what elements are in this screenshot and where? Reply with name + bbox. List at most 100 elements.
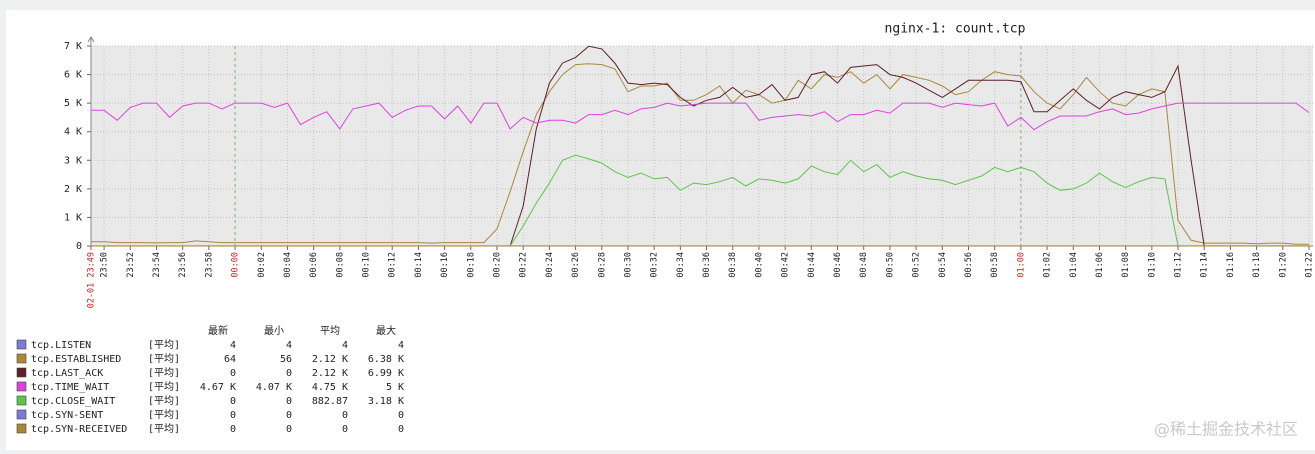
x-tick-label: 00:02 — [257, 252, 267, 278]
x-tick-label: 00:56 — [964, 252, 974, 278]
legend-swatch — [16, 353, 27, 364]
x-tick-label: 01:20 — [1278, 252, 1288, 278]
x-tick-label: 01:04 — [1069, 252, 1079, 278]
x-tick-label: 00:46 — [833, 252, 843, 278]
legend-name: tcp.ESTABLISHED — [31, 354, 121, 365]
x-tick-label: 23:52 — [126, 252, 136, 278]
legend-stat: 6.99 K — [368, 368, 404, 379]
legend-swatch — [16, 367, 27, 378]
y-axis-arrow — [87, 36, 95, 43]
x-tick-label: 00:16 — [440, 252, 450, 278]
x-tick-label: 00:32 — [650, 252, 660, 278]
x-tick-label: 00:06 — [309, 252, 319, 278]
x-tick-label: 23:56 — [178, 252, 188, 278]
legend-stat: 882.87 — [312, 396, 348, 407]
legend-stat: 0 — [286, 410, 292, 421]
legend-stat: 0 — [230, 410, 236, 421]
legend-stat: 2.12 K — [312, 354, 348, 365]
legend-stat: 4.67 K — [200, 382, 236, 393]
legend-stat: 0 — [286, 424, 292, 435]
legend-func: [平均] — [148, 423, 180, 435]
x-tick-label: 00:58 — [990, 252, 1000, 278]
x-tick-label: 00:42 — [781, 252, 791, 278]
x-tick-label: 00:20 — [493, 252, 503, 278]
y-tick-label: 4 K — [64, 127, 82, 138]
legend-name: tcp.CLOSE_WAIT — [31, 396, 115, 407]
y-tick-label: 1 K — [64, 212, 82, 223]
chart-title: nginx-1: count.tcp — [885, 22, 1026, 37]
x-tick-label: 23:58 — [204, 252, 214, 278]
legend-stat: 0 — [230, 368, 236, 379]
x-tick-label: 00:26 — [571, 252, 581, 278]
x-tick-label: 01:02 — [1043, 252, 1053, 278]
plot-area — [91, 46, 1313, 246]
watermark: @稀土掘金技术社区 — [1154, 420, 1298, 439]
legend-func: [平均] — [148, 339, 180, 351]
y-tick-label: 3 K — [64, 155, 82, 166]
x-tick-label: 23:54 — [152, 252, 162, 278]
x-tick-label: 00:36 — [702, 252, 712, 278]
legend-func: [平均] — [148, 395, 180, 407]
legend-swatch — [16, 423, 27, 434]
x-tick-label: 01:18 — [1252, 252, 1262, 278]
legend-stat: 6.38 K — [368, 354, 404, 365]
legend-swatch — [16, 381, 27, 392]
legend-name: tcp.LAST_ACK — [31, 368, 103, 379]
x-tick-label: 00:30 — [623, 252, 633, 278]
legend-stat: 4 — [398, 340, 404, 351]
legend-stat: 56 — [280, 354, 292, 365]
legend-stat: 3.18 K — [368, 396, 404, 407]
legend-func: [平均] — [148, 353, 180, 365]
legend-header: 平均 — [320, 325, 340, 337]
x-tick-label: 01:16 — [1226, 252, 1236, 278]
legend-func: [平均] — [148, 409, 180, 421]
legend-stat: 4 — [342, 340, 348, 351]
legend-stat: 64 — [224, 354, 236, 365]
legend-header: 最新 — [208, 324, 228, 337]
series-line — [91, 102, 1310, 131]
x-tick-label: 00:34 — [676, 252, 686, 278]
legend-stat: 4 — [230, 340, 236, 351]
legend-func: [平均] — [148, 367, 180, 379]
legend-stat: 4.07 K — [256, 382, 292, 393]
x-tick-label: 00:18 — [466, 252, 476, 278]
legend-stat: 2.12 K — [312, 368, 348, 379]
legend-name: tcp.TIME_WAIT — [31, 382, 109, 393]
legend-stat: 0 — [286, 396, 292, 407]
x-tick-label: 00:08 — [335, 252, 345, 278]
x-tick-label: 01:22 — [1305, 252, 1315, 278]
legend-stat: 5 K — [386, 382, 404, 393]
x-tick-label: 00:48 — [859, 252, 869, 278]
legend-stat: 0 — [342, 410, 348, 421]
x-tick-label: 00:38 — [728, 252, 738, 278]
y-tick-label: 7 K — [64, 41, 82, 52]
legend-stat: 0 — [230, 424, 236, 435]
legend-header: 最大 — [376, 324, 396, 337]
legend-stat: 4 — [286, 340, 292, 351]
legend-name: tcp.SYN-SENT — [31, 410, 103, 421]
x-tick-label: 00:04 — [283, 252, 293, 278]
series-line — [91, 63, 1309, 245]
x-tick-label: 00:12 — [388, 252, 398, 278]
x-tick-label: 00:52 — [912, 252, 922, 278]
legend-header: 最小 — [264, 325, 284, 337]
x-tick-label: 00:54 — [938, 252, 948, 278]
x-tick-label: 00:10 — [362, 252, 372, 278]
x-tick-label: 01:08 — [1121, 252, 1131, 278]
x-tick-label: 01:06 — [1095, 252, 1105, 278]
x-tick-label: 23:50 — [100, 252, 110, 278]
x-tick-label: 01:12 — [1174, 252, 1184, 278]
legend-swatch — [16, 339, 27, 350]
legend-func: [平均] — [148, 381, 180, 393]
x-tick-label: 01:10 — [1147, 252, 1157, 278]
legend-stat: 0 — [398, 424, 404, 435]
x-tick-label: 00:00 — [231, 252, 241, 278]
x-tick-label: 01:00 — [1016, 252, 1026, 278]
legend-stat: 0 — [398, 410, 404, 421]
legend-stat: 0 — [286, 368, 292, 379]
x-tick-label: 02-01 23:49 — [87, 252, 97, 308]
legend-swatch — [16, 409, 27, 420]
x-tick-label: 00:24 — [545, 252, 555, 278]
